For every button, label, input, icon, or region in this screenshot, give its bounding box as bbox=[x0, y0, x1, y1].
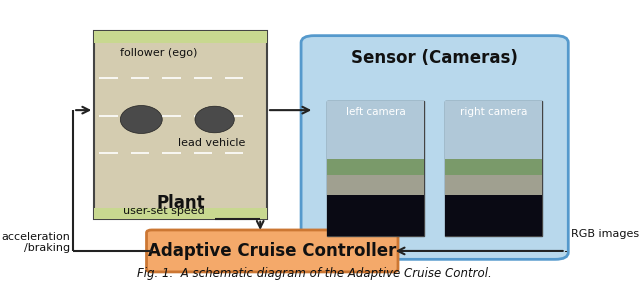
Text: RGB images: RGB images bbox=[571, 229, 639, 239]
FancyBboxPatch shape bbox=[301, 36, 568, 259]
FancyBboxPatch shape bbox=[445, 101, 542, 235]
FancyBboxPatch shape bbox=[445, 175, 542, 198]
Text: acceleration
/braking: acceleration /braking bbox=[2, 232, 70, 253]
FancyBboxPatch shape bbox=[327, 101, 424, 235]
FancyBboxPatch shape bbox=[445, 195, 542, 235]
Text: user-set speed: user-set speed bbox=[123, 206, 205, 216]
Text: Adaptive Cruise Controller: Adaptive Cruise Controller bbox=[148, 242, 396, 260]
Ellipse shape bbox=[120, 106, 162, 133]
Text: right camera: right camera bbox=[460, 107, 527, 117]
FancyBboxPatch shape bbox=[94, 31, 267, 43]
FancyBboxPatch shape bbox=[327, 101, 424, 162]
Text: left camera: left camera bbox=[346, 107, 406, 117]
FancyBboxPatch shape bbox=[445, 101, 542, 162]
FancyBboxPatch shape bbox=[327, 159, 424, 178]
FancyBboxPatch shape bbox=[94, 208, 267, 219]
FancyBboxPatch shape bbox=[327, 175, 424, 198]
FancyBboxPatch shape bbox=[94, 31, 267, 219]
Text: follower (ego): follower (ego) bbox=[120, 48, 198, 58]
Text: Fig. 1.  A schematic diagram of the Adaptive Cruise Control.: Fig. 1. A schematic diagram of the Adapt… bbox=[137, 267, 492, 280]
Ellipse shape bbox=[195, 106, 234, 133]
Text: lead vehicle: lead vehicle bbox=[178, 138, 245, 148]
FancyBboxPatch shape bbox=[147, 230, 398, 272]
Text: Plant: Plant bbox=[156, 194, 205, 212]
FancyBboxPatch shape bbox=[445, 159, 542, 178]
FancyBboxPatch shape bbox=[327, 195, 424, 235]
Text: Sensor (Cameras): Sensor (Cameras) bbox=[351, 49, 518, 67]
